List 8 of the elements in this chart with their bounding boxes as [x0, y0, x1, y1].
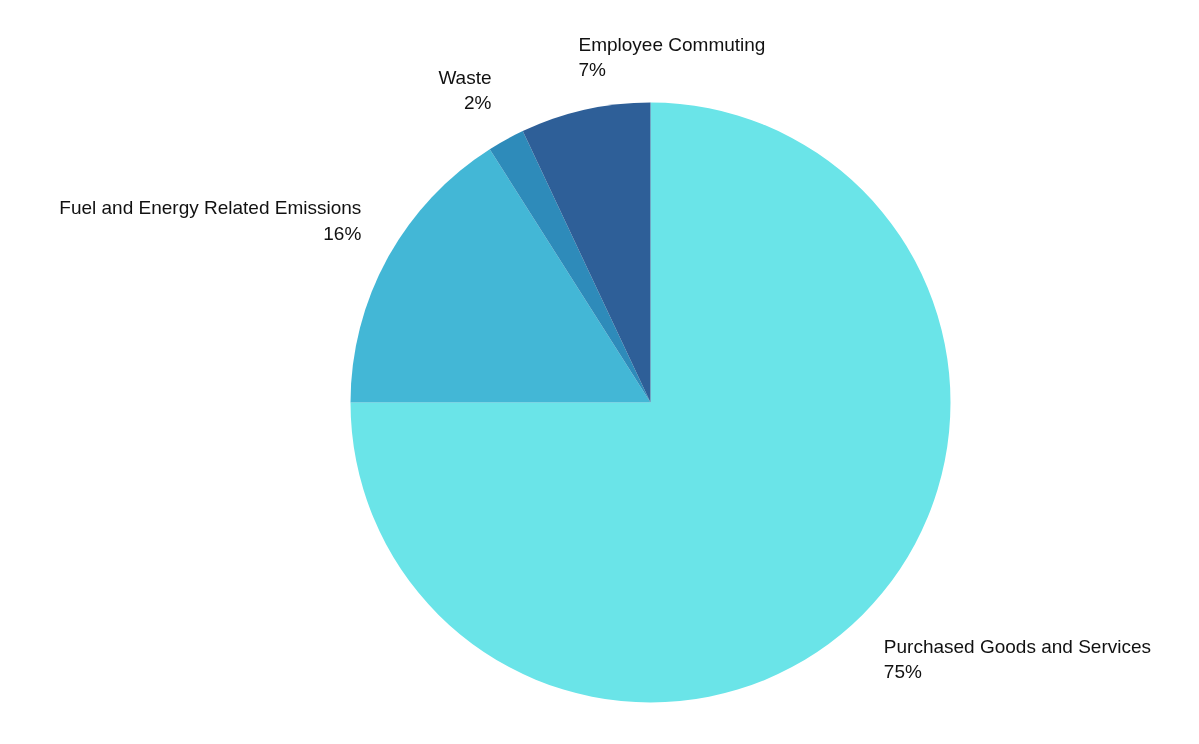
data-label: 2%: [464, 92, 492, 114]
data-label: 7%: [578, 59, 607, 81]
data-label: 75%: [883, 661, 922, 683]
data-label: 16%: [323, 222, 362, 244]
slice-label: Fuel and Energy Related Emissions: [59, 197, 362, 219]
slice-label: Purchased Goods and Services: [883, 635, 1152, 657]
slice-label: Waste: [438, 67, 492, 89]
slice-label: Employee Commuting: [578, 34, 766, 56]
